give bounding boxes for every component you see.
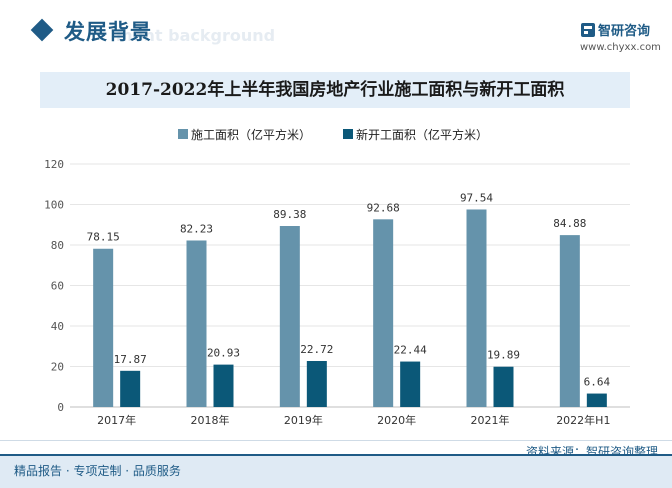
chart-title-bar: 2017-2022年上半年我国房地产行业施工面积与新开工面积 bbox=[40, 72, 630, 108]
bar bbox=[466, 209, 487, 407]
x-tick-label: 2022年H1 bbox=[556, 413, 610, 427]
y-tick-label: 40 bbox=[51, 320, 64, 333]
x-tick-label: 2018年 bbox=[191, 413, 230, 427]
brand-url: www.chyxx.com bbox=[580, 42, 661, 53]
bar-chart: 0 20 40 60 80 100 120 施工面积（亿平方米） 新开工面积（亿平方米） 78.1… bbox=[44, 127, 630, 427]
bar bbox=[93, 248, 114, 407]
legend-swatch bbox=[343, 129, 353, 139]
legend-swatch bbox=[178, 129, 188, 139]
bar bbox=[213, 364, 234, 407]
data-label: 22.44 bbox=[394, 344, 427, 357]
legend-label: 施工面积（亿平方米） bbox=[191, 127, 311, 142]
header: ment background 发展背景 智研咨询 www.chyxx.com bbox=[0, 0, 672, 62]
footer: 精品报告 · 专项定制 · 品质服务 bbox=[0, 454, 672, 488]
brand-name: 智研咨询 bbox=[598, 24, 651, 39]
data-label: 17.87 bbox=[114, 353, 147, 366]
bar bbox=[306, 360, 327, 407]
data-label: 92.68 bbox=[367, 201, 400, 214]
section-title: 发展背景 bbox=[64, 20, 152, 44]
y-tick-label: 80 bbox=[51, 239, 64, 252]
bar bbox=[186, 240, 207, 407]
chart-title: 2017-2022年上半年我国房地产行业施工面积与新开工面积 bbox=[105, 80, 565, 100]
section-subtitle: ment background bbox=[116, 26, 276, 45]
bar bbox=[493, 366, 514, 407]
data-label: 6.64 bbox=[584, 376, 611, 389]
data-label: 82.23 bbox=[180, 222, 213, 235]
footer-tagline: 精品报告 · 专项定制 · 品质服务 bbox=[14, 464, 181, 478]
bar bbox=[559, 235, 580, 407]
data-label: 19.89 bbox=[487, 349, 520, 362]
y-tick-label: 120 bbox=[44, 158, 64, 171]
divider bbox=[0, 440, 672, 441]
y-tick-label: 20 bbox=[51, 361, 64, 374]
x-tick-label: 2019年 bbox=[284, 413, 323, 427]
data-label: 22.72 bbox=[300, 343, 333, 356]
y-tick-label: 0 bbox=[57, 401, 64, 414]
bar bbox=[373, 219, 394, 407]
data-label: 84.88 bbox=[553, 217, 586, 230]
x-tick-label: 2017年 bbox=[97, 413, 136, 427]
bar bbox=[279, 226, 300, 407]
data-label: 89.38 bbox=[273, 208, 306, 221]
legend-label: 新开工面积（亿平方米） bbox=[356, 127, 488, 142]
data-label: 20.93 bbox=[207, 347, 240, 360]
brand-logo-icon bbox=[581, 23, 595, 37]
y-tick-label: 60 bbox=[51, 280, 64, 293]
y-tick-label: 100 bbox=[44, 199, 64, 212]
bar bbox=[400, 361, 421, 407]
bar bbox=[120, 370, 141, 407]
data-label: 97.54 bbox=[460, 191, 493, 204]
bar bbox=[586, 393, 607, 407]
data-label: 78.15 bbox=[87, 231, 120, 244]
x-tick-label: 2020年 bbox=[377, 413, 416, 427]
x-tick-label: 2021年 bbox=[471, 413, 510, 427]
